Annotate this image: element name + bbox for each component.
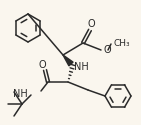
Text: NH: NH	[13, 89, 28, 99]
Text: O: O	[87, 19, 95, 29]
Text: O: O	[38, 60, 46, 70]
Polygon shape	[63, 55, 73, 66]
Text: NH: NH	[74, 62, 89, 72]
Text: CH₃: CH₃	[113, 40, 130, 48]
Text: O: O	[104, 45, 112, 55]
